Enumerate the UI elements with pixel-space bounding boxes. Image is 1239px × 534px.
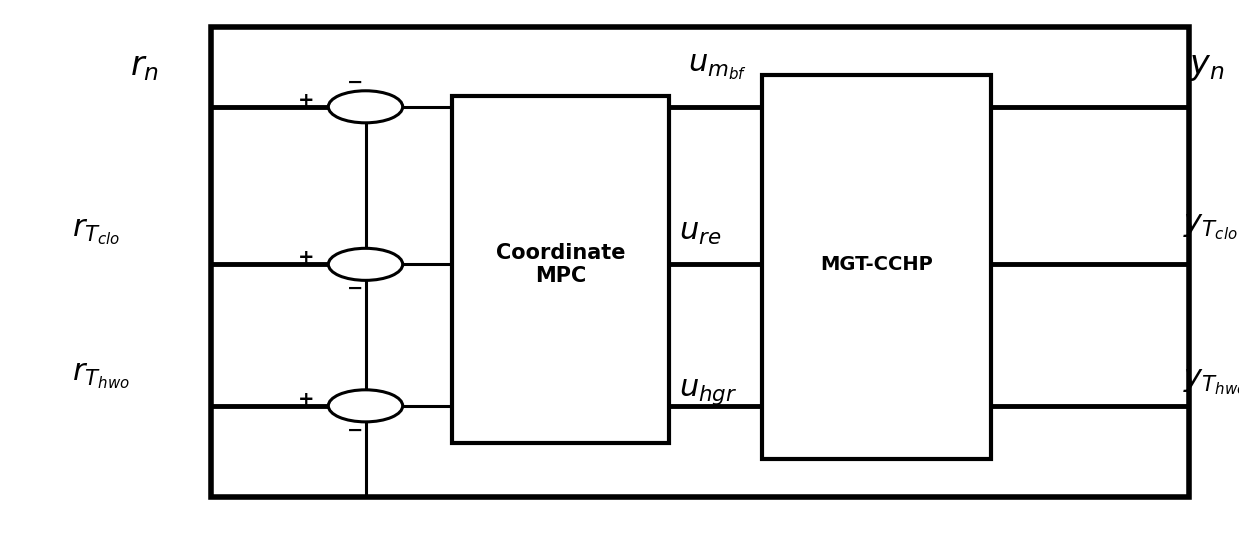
Text: $y_{T_{clo}}$: $y_{T_{clo}}$ [1183,212,1238,242]
Text: $r_{T_{hwo}}$: $r_{T_{hwo}}$ [72,362,130,391]
Bar [762,75,991,459]
Text: $r_n$: $r_n$ [130,50,159,83]
Text: +: + [297,91,315,110]
Text: −: − [347,73,364,92]
Text: −: − [347,421,364,439]
Bar [211,27,1189,497]
Text: $u_{hgr}$: $u_{hgr}$ [679,378,737,407]
Circle shape [328,390,403,422]
Text: $r_{T_{clo}}$: $r_{T_{clo}}$ [72,217,120,247]
Text: $u_{re}$: $u_{re}$ [679,218,721,247]
Text: +: + [297,248,315,268]
Bar [452,96,669,443]
Text: Coordinate
MPC: Coordinate MPC [496,243,626,286]
Text: $y_n$: $y_n$ [1189,50,1225,83]
Text: MGT-CCHP: MGT-CCHP [820,255,933,274]
Text: $y_{T_{hwo}}$: $y_{T_{hwo}}$ [1183,367,1239,397]
Text: +: + [297,390,315,409]
Circle shape [328,248,403,280]
Circle shape [328,91,403,123]
Text: $u_{m_{bf}}$: $u_{m_{bf}}$ [688,52,746,82]
Text: −: − [347,279,364,298]
